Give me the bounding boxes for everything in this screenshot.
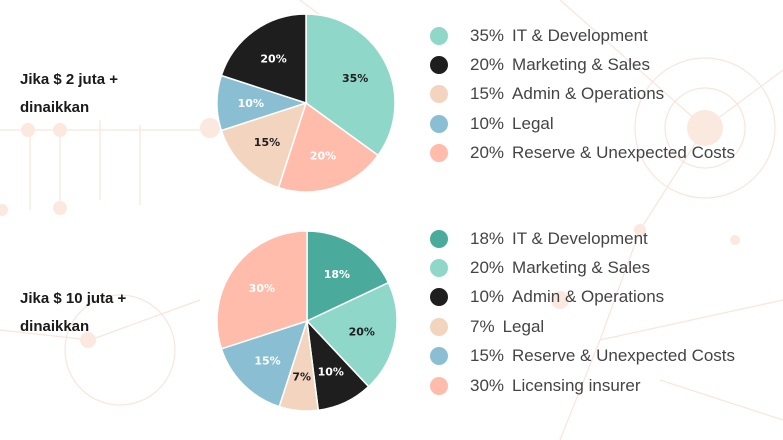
legend-label: Marketing & Sales [512,258,650,278]
pie-chart-1: 35% 20% 15% 10% 20% [216,13,396,193]
pie-2-label-admin-and-operations: 10% [318,365,344,378]
legend-2: 18% IT & Development 20% Marketing & Sales 1… [430,224,735,400]
legend-2-item-it-and-development: 18% IT & Development [430,224,735,253]
pie-2-slice-it-and-development [306,230,390,323]
pie-2-slice-licensing-insurer [216,230,308,350]
legend-percent: 18% [470,228,505,248]
legend-swatch-icon [430,85,448,104]
legend-percent: 10% [470,113,505,133]
legend-swatch-icon [430,288,448,307]
legend-swatch-icon [430,144,448,163]
legend-swatch-icon [430,376,448,395]
legend-1-item-it-and-development: 35% IT & Development [430,21,735,50]
case-1-title-line-1: Jika $ 2 juta + [20,71,118,88]
legend-label: Reserve & Unexpected Costs [512,143,736,163]
legend-percent: 30% [470,375,505,395]
legend-swatch-icon [430,259,448,278]
pie-1-label-it-and-development: 35% [342,72,368,85]
legend-label: Marketing & Sales [512,55,650,75]
legend-percent: 20% [470,143,505,163]
legend-swatch-icon [430,114,448,133]
legend-1: 35% IT & Development 20% Marketing & Sales 1… [430,21,735,168]
legend-percent: 10% [470,287,505,307]
pie-2-label-reserve-and-unexpected-costs: 15% [254,354,280,367]
case-1-title: Jika $ 2 juta + dinaikkan [20,66,190,122]
legend-percent: 20% [470,55,505,75]
legend-percent: 35% [470,25,505,45]
legend-label: Admin & Operations [512,84,665,104]
pie-1-label-marketing-and-sales: 20% [260,52,286,65]
legend-swatch-icon [430,26,448,45]
pie-2-label-legal: 7% [292,371,311,384]
pie-1-slice-marketing-and-sales [220,13,307,105]
legend-label: Reserve & Unexpected Costs [512,346,736,366]
legend-2-item-licensing-insurer: 30% Licensing insurer [430,371,735,400]
legend-2-item-admin-and-operations: 10% Admin & Operations [430,283,735,312]
legend-label: Licensing insurer [512,375,641,395]
pie-1-label-admin-and-operations: 15% [254,136,280,149]
legend-swatch-icon [430,56,448,75]
legend-swatch-icon [430,347,448,366]
legend-percent: 15% [470,346,505,366]
legend-label: Admin & Operations [512,287,665,307]
legend-label: IT & Development [512,25,648,45]
pie-1-slice-reserve-and-unexpected-costs [277,101,380,193]
legend-percent: 7% [470,316,495,336]
pie-1-label-legal: 10% [238,97,264,110]
case-2-title-line-2: dinaikkan [20,318,90,335]
pie-2-label-licensing-insurer: 30% [249,282,275,295]
legend-label: IT & Development [512,228,648,248]
pie-2-slice-marketing-and-sales [305,281,398,388]
legend-1-item-marketing-and-sales: 20% Marketing & Sales [430,50,735,79]
legend-1-item-reserve-and-unexpected-costs: 20% Reserve & Unexpected Costs [430,139,735,168]
legend-1-item-legal: 10% Legal [430,109,735,138]
legend-swatch-icon [430,317,448,336]
pie-2-label-it-and-development: 18% [324,268,350,281]
pie-1-slice-it-and-development [305,13,396,157]
case-2-title-line-1: Jika $ 10 juta + [20,290,127,307]
pie-2-label-marketing-and-sales: 20% [349,325,375,338]
legend-2-item-legal: 7% Legal [430,312,735,341]
pie-chart-2: 18% 20% 10% 7% 15% 30% [216,230,398,412]
legend-percent: 15% [470,84,505,104]
legend-swatch-icon [430,229,448,248]
pie-1-label-reserve-and-unexpected-costs: 20% [310,149,336,162]
legend-2-item-reserve-and-unexpected-costs: 15% Reserve & Unexpected Costs [430,342,735,371]
legend-label: Legal [502,316,545,336]
legend-percent: 20% [470,258,505,278]
case-2-title: Jika $ 10 juta + dinaikkan [20,285,190,341]
legend-2-item-marketing-and-sales: 20% Marketing & Sales [430,253,735,282]
legend-1-item-admin-and-operations: 15% Admin & Operations [430,80,735,109]
case-1-title-line-2: dinaikkan [20,99,90,116]
legend-label: Legal [512,113,554,133]
